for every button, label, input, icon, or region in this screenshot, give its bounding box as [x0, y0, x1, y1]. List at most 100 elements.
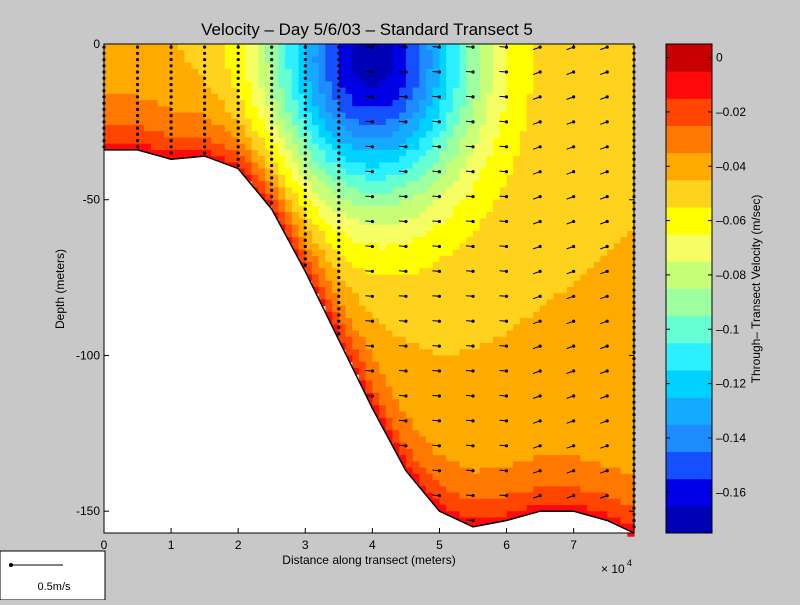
velocity-cell [238, 137, 246, 145]
velocity-cell [338, 237, 347, 244]
velocity-cell [385, 56, 394, 64]
velocity-cell [499, 100, 508, 107]
velocity-cell [519, 168, 528, 176]
velocity-cell [345, 81, 353, 89]
velocity-cell [593, 330, 602, 338]
velocity-cell [405, 81, 414, 89]
velocity-cell [385, 361, 394, 369]
velocity-cell [472, 274, 481, 282]
velocity-cell [593, 374, 602, 381]
velocity-cell [177, 143, 186, 151]
velocity-cell [587, 255, 595, 263]
velocity-cell [338, 168, 347, 176]
velocity-cell [560, 181, 568, 188]
velocity-cell [338, 118, 347, 126]
velocity-cell [519, 118, 528, 126]
velocity-cell [446, 168, 454, 176]
velocity-cell [620, 455, 628, 462]
velocity-cell [593, 349, 602, 357]
velocity-cell [124, 50, 132, 58]
velocity-cell [379, 324, 387, 332]
velocity-cell [573, 181, 581, 188]
velocity-cell [171, 81, 179, 89]
velocity-cell [426, 262, 434, 269]
velocity-cell [426, 75, 434, 82]
velocity-cell [231, 156, 239, 163]
x-multiplier-base: × 10 [601, 562, 625, 576]
velocity-cell [526, 50, 534, 58]
velocity-cell [546, 44, 555, 51]
velocity-cell [345, 137, 353, 145]
velocity-cell [627, 168, 635, 176]
velocity-cell [587, 249, 595, 257]
velocity-cell [325, 168, 333, 176]
velocity-cell [580, 168, 588, 176]
velocity-cell [271, 193, 280, 201]
velocity-cell [620, 262, 628, 269]
velocity-cell [177, 62, 186, 70]
velocity-cell [587, 318, 595, 325]
velocity-cell [426, 50, 434, 58]
velocity-cell [365, 386, 373, 394]
velocity-cell [486, 187, 494, 195]
velocity-cell [607, 492, 615, 500]
velocity-cell [285, 100, 293, 107]
velocity-cell [399, 212, 407, 220]
velocity-cell [405, 118, 414, 126]
velocity-cell [399, 124, 407, 132]
station-point [135, 101, 140, 105]
velocity-cell [573, 112, 581, 120]
station-point [303, 157, 307, 161]
velocity-cell [573, 486, 581, 494]
velocity-cell [117, 56, 125, 64]
velocity-cell [446, 174, 454, 182]
velocity-cell [157, 143, 165, 151]
velocity-cell [265, 68, 273, 76]
velocity-cell [432, 262, 441, 269]
velocity-cell [600, 380, 608, 388]
velocity-cell [506, 205, 514, 213]
velocity-cell [291, 212, 300, 220]
velocity-cell [405, 174, 414, 182]
velocity-cell [486, 330, 494, 338]
velocity-cell [204, 118, 212, 126]
velocity-cell [566, 417, 575, 425]
velocity-cell [130, 131, 139, 139]
station-point [270, 120, 274, 124]
velocity-cell [553, 137, 561, 145]
velocity-cell [311, 87, 320, 95]
velocity-arrow [398, 220, 406, 222]
velocity-cell [486, 131, 494, 139]
velocity-cell [486, 511, 494, 519]
velocity-cell [405, 218, 414, 226]
velocity-cell [566, 205, 575, 213]
velocity-cell [486, 174, 494, 182]
velocity-cell [573, 349, 581, 357]
velocity-cell [472, 249, 481, 257]
velocity-cell [519, 455, 528, 462]
velocity-cell [546, 131, 555, 139]
velocity-cell [372, 112, 380, 120]
velocity-cell [499, 355, 508, 363]
velocity-arrow [600, 121, 608, 125]
velocity-cell [171, 100, 179, 107]
velocity-cell [244, 106, 253, 114]
velocity-cell [499, 137, 508, 145]
velocity-cell [553, 336, 561, 344]
velocity-cell [499, 199, 508, 207]
velocity-cell [493, 181, 501, 188]
velocity-cell [271, 143, 280, 151]
velocity-cell [452, 392, 461, 400]
velocity-cell [325, 274, 333, 282]
velocity-cell [298, 205, 306, 213]
velocity-cell [204, 137, 212, 145]
velocity-cell [117, 124, 125, 132]
velocity-cell [486, 392, 494, 400]
velocity-cell [560, 367, 568, 375]
velocity-cell [533, 311, 541, 319]
velocity-cell [231, 149, 239, 157]
station-point [236, 82, 240, 87]
velocity-cell [446, 100, 454, 107]
velocity-cell [506, 68, 514, 76]
velocity-cell [318, 230, 326, 238]
